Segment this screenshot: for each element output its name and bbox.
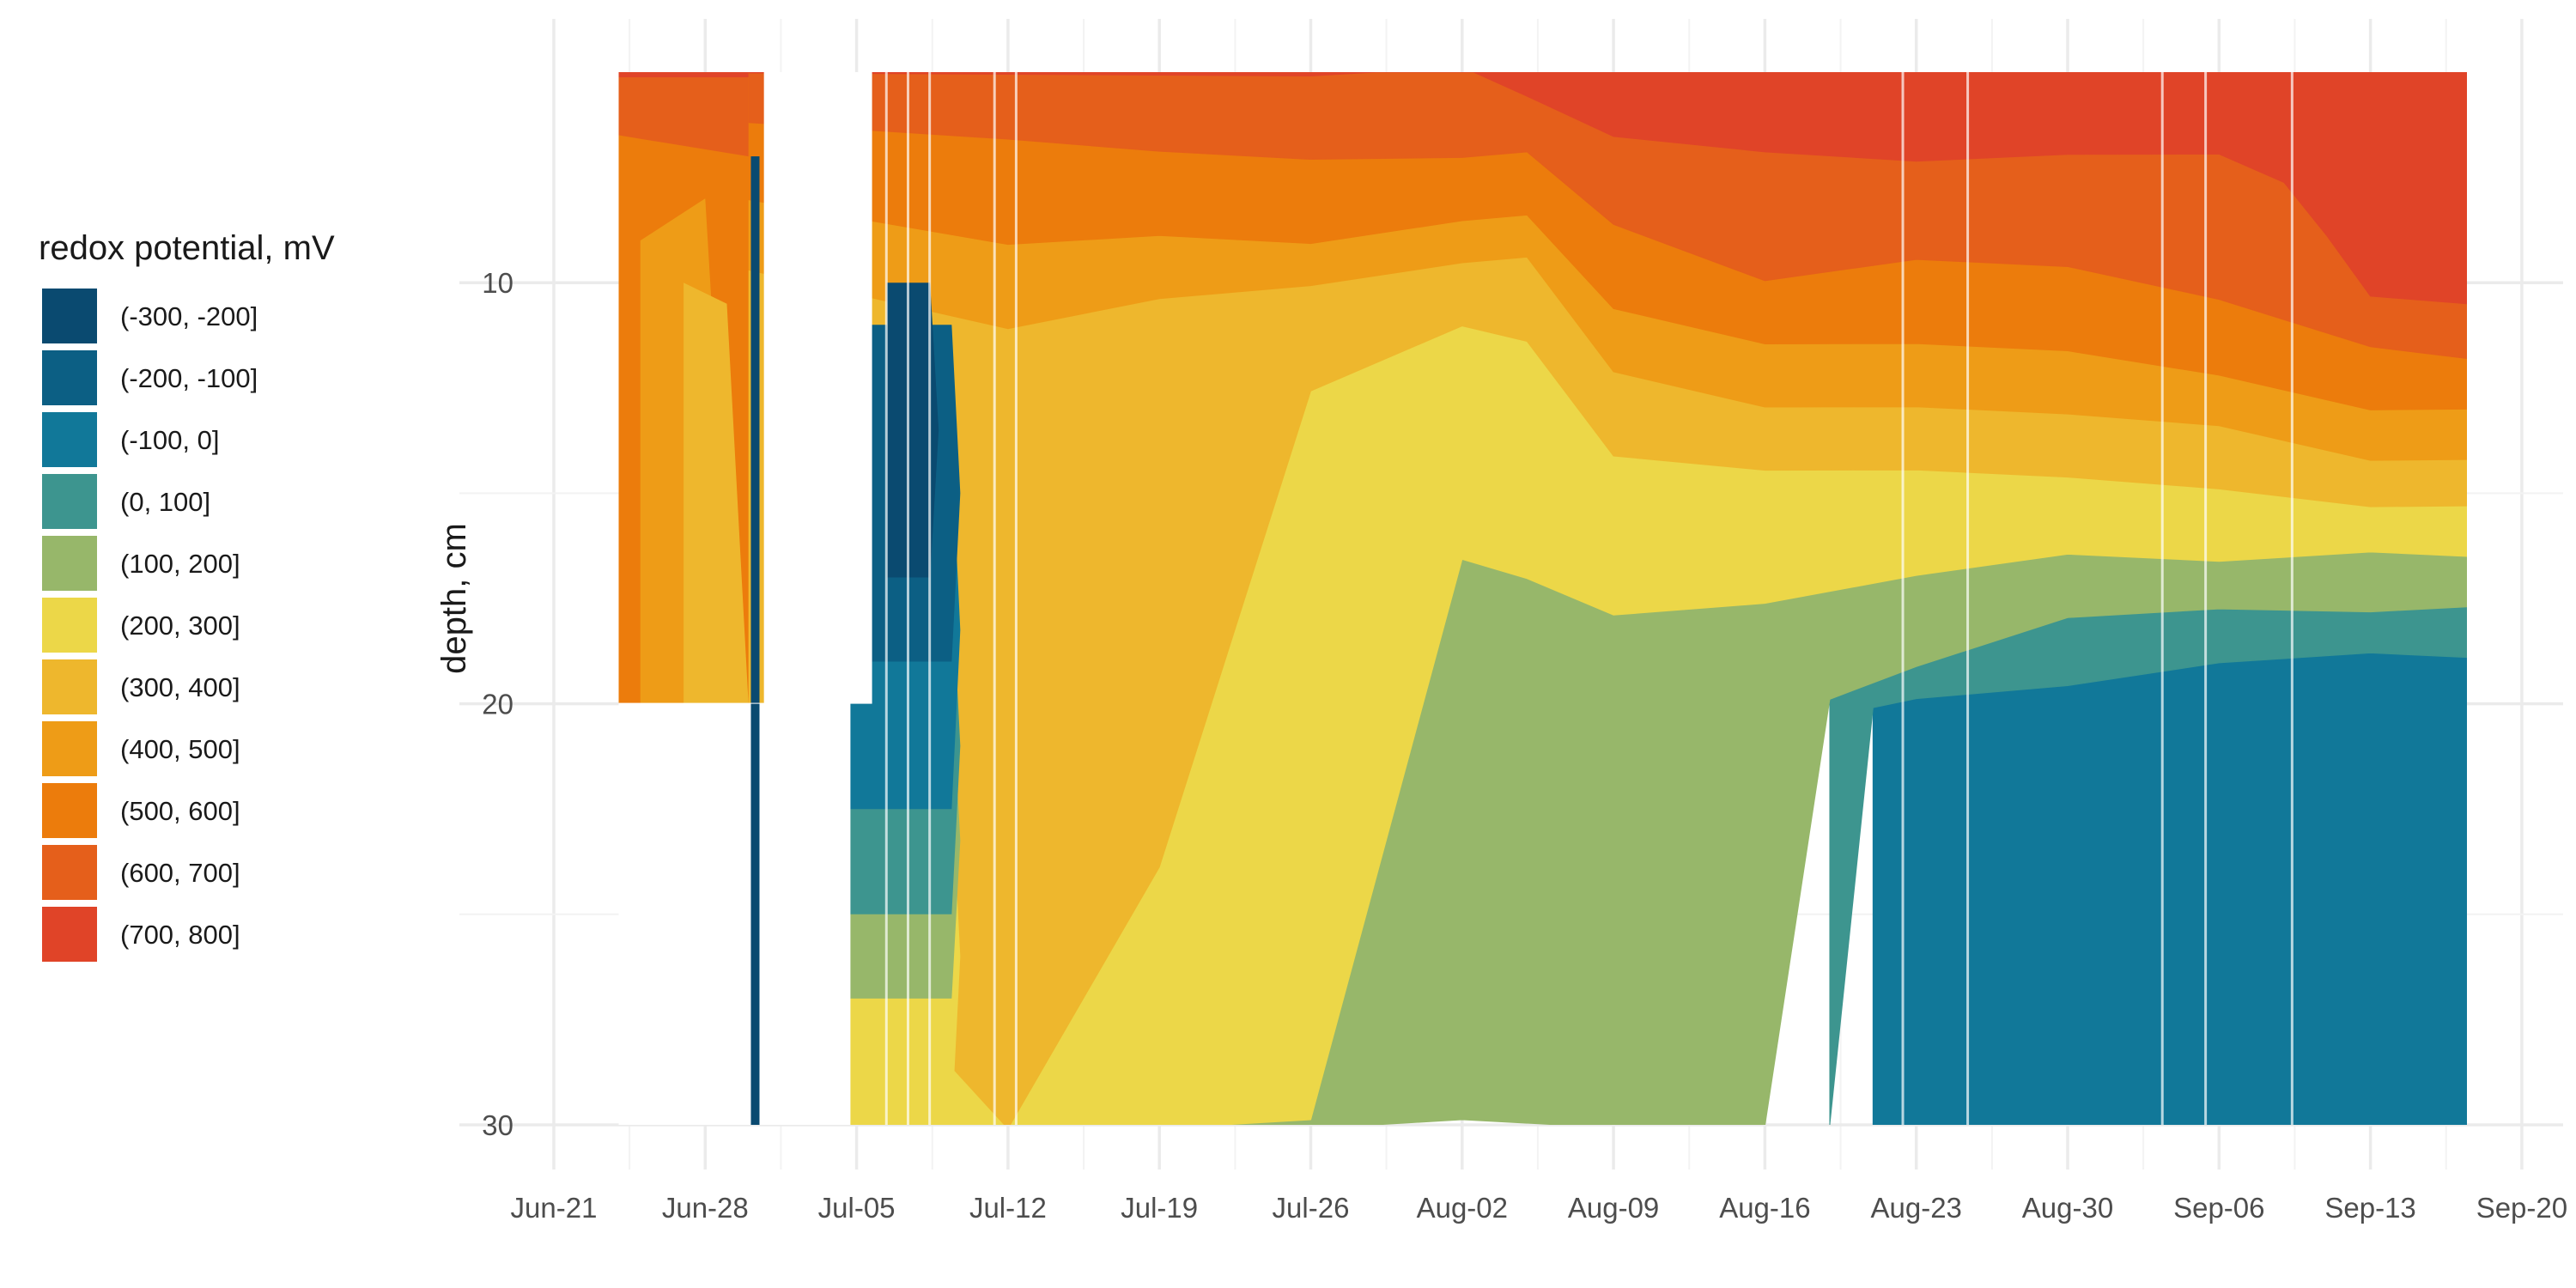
x-tick-label: Aug-16 bbox=[1719, 1192, 1810, 1224]
legend-label: (400, 500] bbox=[120, 734, 240, 764]
early-probe-line-lower bbox=[750, 703, 760, 1125]
early-block-inner bbox=[683, 283, 749, 704]
x-tick-label: Aug-09 bbox=[1568, 1192, 1659, 1224]
missing-column bbox=[884, 72, 888, 1125]
y-tick-label: 30 bbox=[482, 1109, 513, 1141]
legend-swatch bbox=[40, 410, 99, 469]
legend-swatch bbox=[40, 720, 99, 778]
missing-column bbox=[993, 72, 996, 1125]
x-tick-label: Sep-13 bbox=[2324, 1192, 2415, 1224]
missing-column bbox=[1966, 72, 1970, 1125]
legend-label: (500, 600] bbox=[120, 796, 240, 826]
legend-label: (600, 700] bbox=[120, 858, 240, 888]
x-tick-label: Aug-02 bbox=[1417, 1192, 1508, 1224]
legend-label: (0, 100] bbox=[120, 487, 210, 517]
legend-swatch bbox=[40, 905, 99, 963]
x-tick-label: Jun-21 bbox=[511, 1192, 598, 1224]
legend-swatch bbox=[40, 658, 99, 716]
legend-label: (-300, -200] bbox=[120, 301, 258, 331]
x-tick-label: Sep-06 bbox=[2173, 1192, 2264, 1224]
x-tick-label: Jul-12 bbox=[969, 1192, 1047, 1224]
data-gap bbox=[618, 702, 851, 1125]
early-block-top bbox=[618, 72, 749, 157]
x-tick-label: Sep-20 bbox=[2476, 1192, 2567, 1224]
missing-column bbox=[906, 72, 909, 1125]
legend-label: (200, 300] bbox=[120, 611, 240, 641]
legend-swatch bbox=[40, 349, 99, 407]
legend-swatch bbox=[40, 472, 99, 531]
x-tick-label: Jul-05 bbox=[818, 1192, 896, 1224]
missing-column bbox=[928, 72, 932, 1125]
missing-column bbox=[1014, 72, 1018, 1125]
legend-label: (300, 400] bbox=[120, 672, 240, 702]
axes: Jun-21 Jun-28 Jul-05 Jul-12 Jul-19 Jul-26 Aug-… bbox=[482, 267, 2567, 1224]
x-tick-label: Jul-19 bbox=[1121, 1192, 1198, 1224]
x-tick-label: Jun-28 bbox=[662, 1192, 749, 1224]
legend-label: (-200, -100] bbox=[120, 363, 258, 393]
missing-column bbox=[1901, 72, 1905, 1125]
plot-area bbox=[618, 72, 2467, 1125]
y-axis-title: depth, cm bbox=[435, 523, 473, 674]
early-block-topmost bbox=[618, 72, 749, 77]
legend-swatch bbox=[40, 534, 99, 592]
legend-label: (700, 800] bbox=[120, 920, 240, 950]
x-tick-label: Aug-23 bbox=[1870, 1192, 1961, 1224]
x-tick-label: Jul-26 bbox=[1273, 1192, 1350, 1224]
legend-swatch bbox=[40, 287, 99, 345]
reducing-zone-0 bbox=[886, 283, 939, 578]
legend: redox potential, mV (-300, -200] (-200, -… bbox=[39, 229, 335, 963]
missing-column bbox=[2204, 72, 2208, 1125]
missing-column bbox=[2160, 72, 2164, 1125]
y-tick-label: 10 bbox=[482, 267, 513, 299]
legend-swatch bbox=[40, 596, 99, 654]
redox-layer-10 bbox=[618, 72, 2467, 305]
y-tick-label: 20 bbox=[482, 689, 513, 720]
legend-swatch bbox=[40, 781, 99, 840]
data-gap bbox=[763, 72, 872, 704]
legend-label: (100, 200] bbox=[120, 549, 240, 579]
missing-column bbox=[2290, 72, 2293, 1125]
legend-title: redox potential, mV bbox=[39, 229, 335, 267]
legend-label: (-100, 0] bbox=[120, 425, 219, 455]
early-probe-line bbox=[750, 156, 760, 1125]
x-tick-label: Aug-30 bbox=[2022, 1192, 2113, 1224]
legend-swatch bbox=[40, 843, 99, 902]
